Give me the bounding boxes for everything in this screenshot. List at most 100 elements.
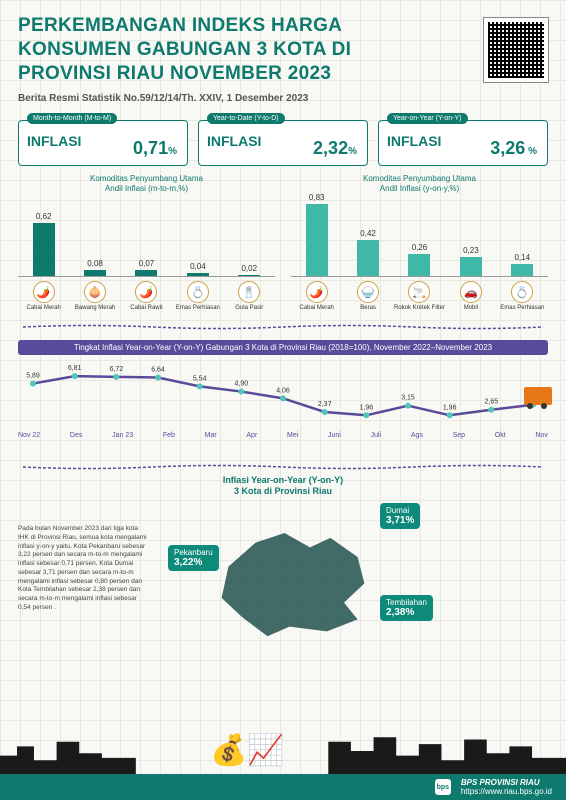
bar-value: 0,04 xyxy=(190,262,206,271)
card-value: 3,26 % xyxy=(490,138,537,159)
line-point xyxy=(280,396,286,402)
footer-org: BPS PROVINSI RIAU xyxy=(461,778,552,787)
bar-label: Rokok Kretek Filter xyxy=(394,305,445,311)
card-tag: Year-to-Date (Y-to-D) xyxy=(207,113,285,124)
commodity-icon: 🚬 xyxy=(408,281,430,303)
line-x-label: Ags xyxy=(411,432,423,439)
bar-label: Gula Pasir xyxy=(224,305,275,311)
bar xyxy=(187,273,209,276)
commodity-icon: 🌶️ xyxy=(33,281,55,303)
bar xyxy=(238,275,260,277)
line-point xyxy=(155,375,161,381)
bar-label: Mobil xyxy=(445,305,496,311)
line-x-label: Okt xyxy=(495,432,506,439)
map-area: Pekanbaru3,22% Dumai3,71% Tembilahan2,38% xyxy=(158,501,548,671)
bar-item: 0,83 xyxy=(291,193,342,276)
bar-charts-row: Komoditas Penyumbang UtamaAndil Inflasi … xyxy=(0,170,566,311)
city-label: Dumai3,71% xyxy=(380,503,420,529)
commodity-icon: 🧂 xyxy=(238,281,260,303)
commodity-icon: 🌶️ xyxy=(135,281,157,303)
truck-icon xyxy=(524,387,552,405)
map-title-line2: 3 Kota di Provinsi Riau xyxy=(234,486,332,496)
bar-item: 0,62 xyxy=(18,212,69,277)
bps-logo-icon: bps xyxy=(435,779,451,795)
line-point xyxy=(322,409,328,415)
bars-title: Komoditas Penyumbang UtamaAndil Inflasi … xyxy=(18,174,275,193)
line-value-label: 6,64 xyxy=(151,367,165,374)
map-title: Inflasi Year-on-Year (Y-on-Y) 3 Kota di … xyxy=(18,475,548,497)
line-x-label: Jan 23 xyxy=(112,432,133,439)
growth-illustration: 💰📈 xyxy=(210,733,285,768)
bar-label: Bawang Merah xyxy=(69,305,120,311)
line-point xyxy=(238,389,244,395)
line-x-label: Nov 22 xyxy=(18,432,40,439)
line-value-label: 6,72 xyxy=(110,366,124,373)
bar xyxy=(306,204,328,276)
line-point xyxy=(30,381,36,387)
bar-item: 0,14 xyxy=(497,253,548,276)
bar-item: 0,23 xyxy=(445,246,496,277)
line-x-label: Nov xyxy=(535,432,547,439)
page-subtitle: Berita Resmi Statistik No.59/12/14/Th. X… xyxy=(18,93,548,104)
summary-card: Year-on-Year (Y-on-Y) INFLASI 3,26 % xyxy=(378,120,548,166)
bar-value: 0,42 xyxy=(360,229,376,238)
commodity-icon: 💍 xyxy=(187,281,209,303)
bar-label: Emas Perhiasan xyxy=(172,305,223,311)
line-value-label: 5,54 xyxy=(193,376,207,383)
line-point xyxy=(363,413,369,419)
header: PERKEMBANGAN INDEKS HARGA KONSUMEN GABUN… xyxy=(0,0,566,110)
commodity-icon: 🌶️ xyxy=(306,281,328,303)
bar-label: Cabai Merah xyxy=(18,305,69,311)
line-x-labels: Nov 22DesJan 23FebMarAprMeiJuniJuliAgsSe… xyxy=(18,432,548,439)
line-point xyxy=(447,413,453,419)
bar-item: 0,07 xyxy=(121,259,172,276)
bar-item: 0,04 xyxy=(172,262,223,276)
line-chart-title: Tingkat Inflasi Year-on-Year (Y-on-Y) Ga… xyxy=(18,340,548,355)
bar-value: 0,62 xyxy=(36,212,52,221)
bar-item: 0,08 xyxy=(69,259,120,277)
bar xyxy=(357,240,379,276)
line-value-label: 5,89 xyxy=(26,373,40,380)
line-x-label: Des xyxy=(70,432,82,439)
bar-chart-yoy: Komoditas Penyumbang UtamaAndil Inflasi … xyxy=(291,174,548,311)
line-x-label: Juni xyxy=(328,432,341,439)
line-value-label: 2,37 xyxy=(318,401,332,408)
bar-label: Cabai Merah xyxy=(291,305,342,311)
bar-value: 0,07 xyxy=(139,259,155,268)
bar-item: 0,42 xyxy=(342,229,393,276)
bar-value: 0,26 xyxy=(412,243,428,252)
line-value-label: 3,15 xyxy=(401,395,415,402)
line-value-label: 1,96 xyxy=(443,405,457,412)
bar-item: 0,02 xyxy=(224,264,275,277)
bar xyxy=(33,223,55,277)
map-section: Inflasi Year-on-Year (Y-on-Y) 3 Kota di … xyxy=(0,469,566,671)
summary-cards: Month-to-Month (M-to-M) INFLASI 0,71%Yea… xyxy=(0,110,566,170)
summary-card: Month-to-Month (M-to-M) INFLASI 0,71% xyxy=(18,120,188,166)
card-value: 0,71% xyxy=(133,138,177,159)
city-label: Pekanbaru3,22% xyxy=(168,545,219,571)
bar-label: Beras xyxy=(342,305,393,311)
map-description: Pada bulan November 2023 dari tiga kota … xyxy=(18,501,148,671)
line-x-label: Sep xyxy=(453,432,465,439)
bar-value: 0,02 xyxy=(241,264,257,273)
city-label: Tembilahan2,38% xyxy=(380,595,433,621)
line-point xyxy=(405,403,411,409)
map-title-line1: Inflasi Year-on-Year (Y-on-Y) xyxy=(223,475,343,485)
bar xyxy=(408,254,430,277)
card-value: 2,32% xyxy=(313,138,357,159)
commodity-icon: 🧅 xyxy=(84,281,106,303)
summary-card: Year-to-Date (Y-to-D) INFLASI 2,32% xyxy=(198,120,368,166)
map-shape xyxy=(208,521,378,641)
bars-title: Komoditas Penyumbang UtamaAndil Inflasi … xyxy=(291,174,548,193)
bar-value: 0,08 xyxy=(87,259,103,268)
line-point xyxy=(113,374,119,380)
card-tag: Year-on-Year (Y-on-Y) xyxy=(387,113,468,124)
line-chart-section: Tingkat Inflasi Year-on-Year (Y-on-Y) Ga… xyxy=(0,329,566,451)
footer: bps BPS PROVINSI RIAU https://www.riau.b… xyxy=(0,774,566,800)
bar-item: 0,26 xyxy=(394,243,445,277)
bar-label: Cabai Rawit xyxy=(121,305,172,311)
bar-label: Emas Perhiasan xyxy=(497,305,548,311)
page-title: PERKEMBANGAN INDEKS HARGA KONSUMEN GABUN… xyxy=(18,14,448,85)
commodity-icon: 💍 xyxy=(511,281,533,303)
line-point xyxy=(488,407,494,413)
